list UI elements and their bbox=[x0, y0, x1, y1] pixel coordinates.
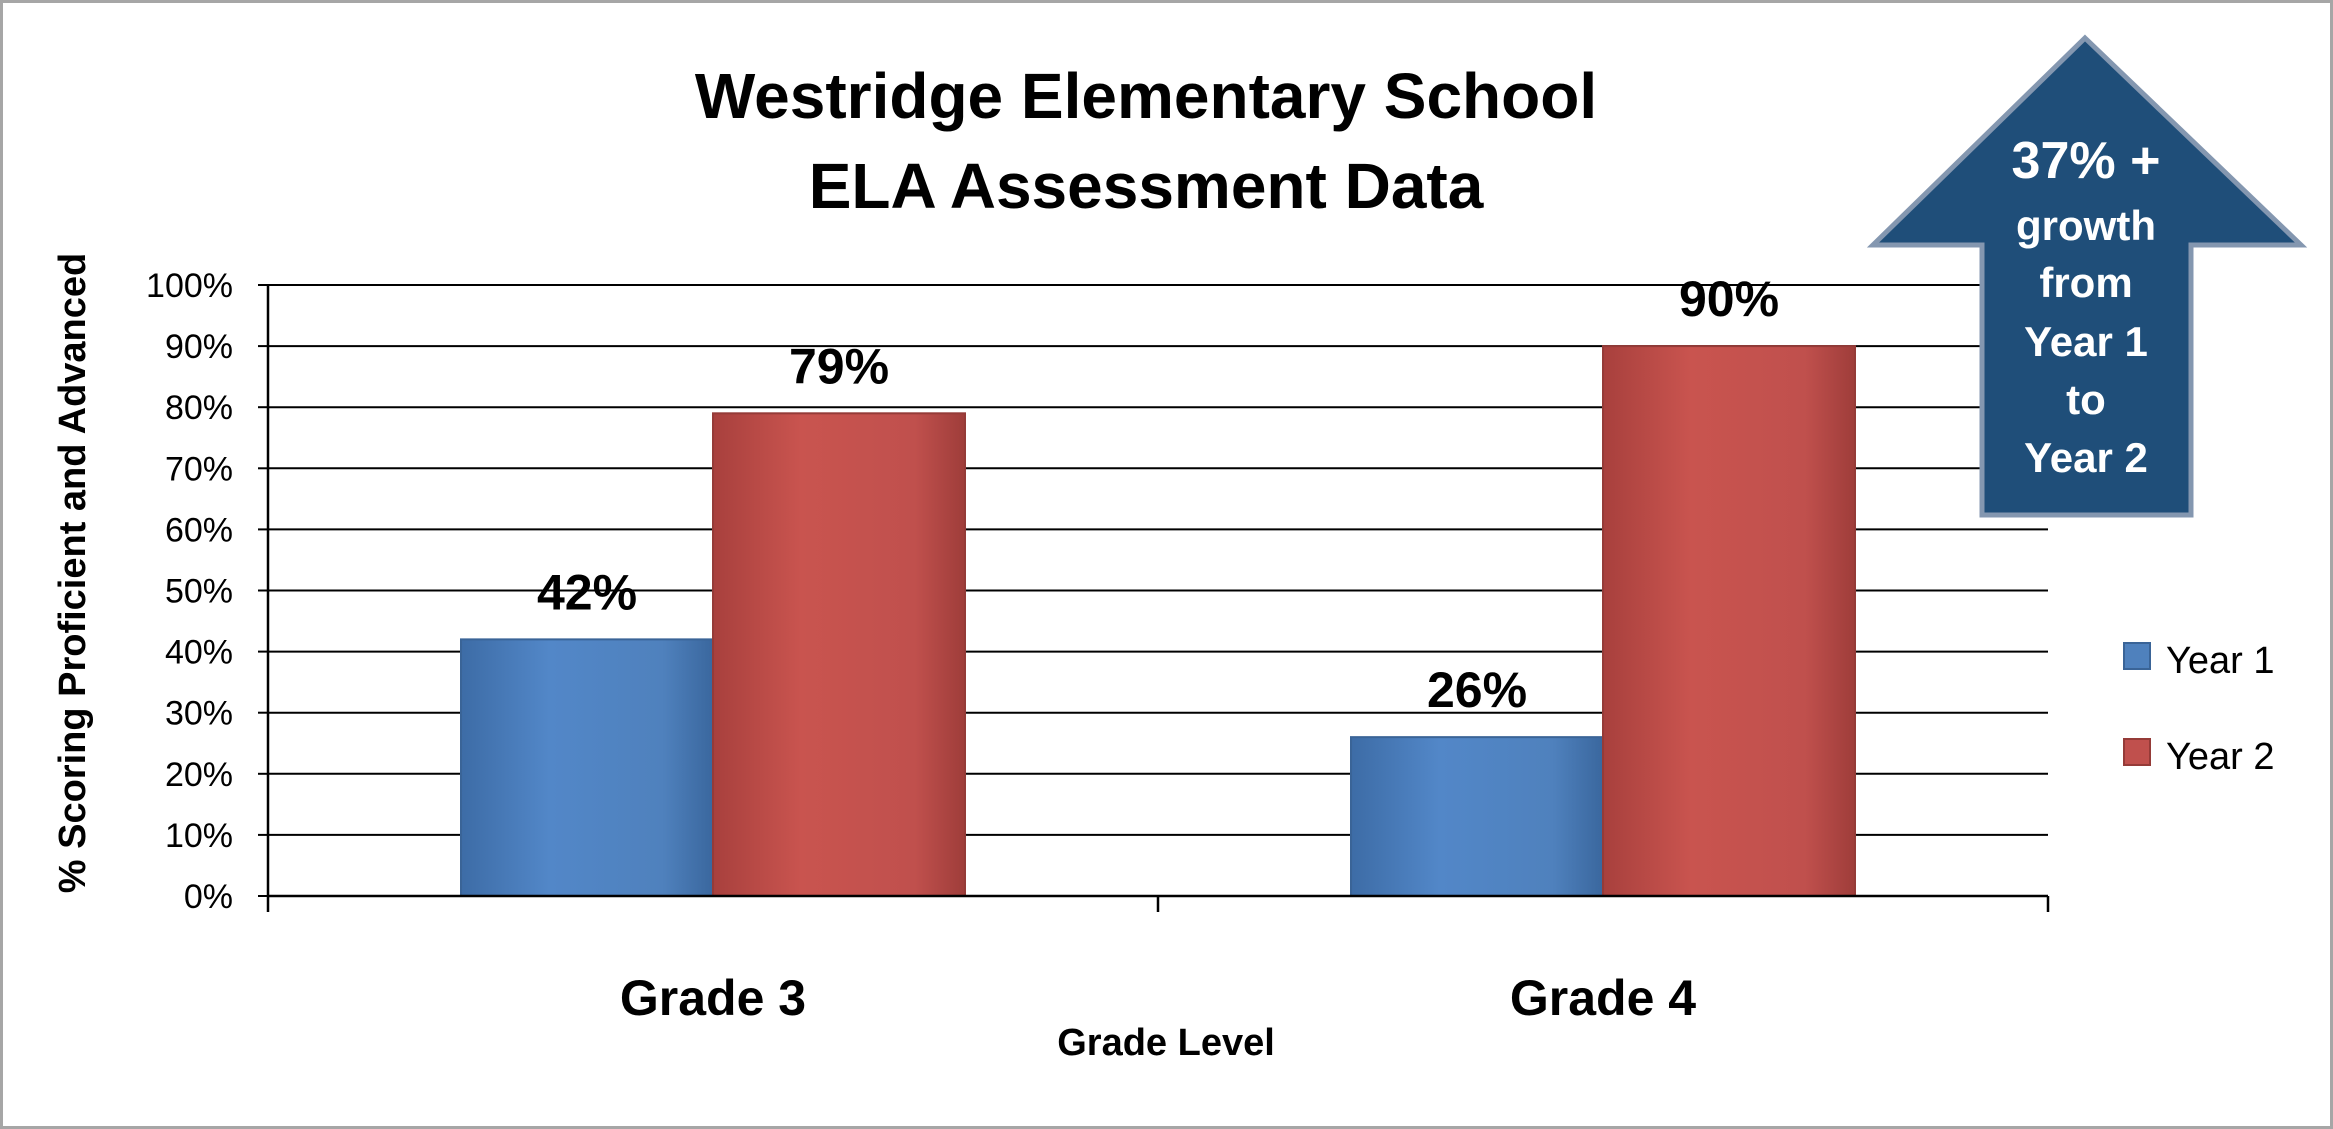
x-category-label: Grade 3 bbox=[620, 970, 806, 1026]
legend-swatch bbox=[2123, 738, 2151, 766]
y-axis-title: % Scoring Proficient and Advanced bbox=[52, 253, 94, 894]
y-tick-label: 80% bbox=[165, 389, 233, 427]
y-tick-label: 10% bbox=[165, 817, 233, 855]
y-tick-label: 70% bbox=[165, 450, 233, 488]
arrow-text-line: Year 1 bbox=[2024, 318, 2148, 365]
x-axis-title: Grade Level bbox=[1057, 1022, 1275, 1064]
chart-title-line-2: ELA Assessment Data bbox=[809, 150, 1484, 222]
data-label: 79% bbox=[789, 338, 889, 394]
y-tick-label: 50% bbox=[165, 573, 233, 611]
chart-title-line-1: Westridge Elementary School bbox=[695, 60, 1597, 132]
y-tick-label: 90% bbox=[165, 328, 233, 366]
y-tick-label: 20% bbox=[165, 756, 233, 794]
arrow-text-line: to bbox=[2066, 376, 2106, 423]
arrow-text-line: 37% + bbox=[2012, 132, 2161, 190]
legend: Year 1 Year 2 bbox=[2123, 640, 2274, 778]
y-tick-label: 30% bbox=[165, 695, 233, 733]
bar-year-1-grade-3 bbox=[460, 638, 714, 897]
y-tick-label: 100% bbox=[146, 267, 233, 305]
legend-label: Year 2 bbox=[2166, 736, 2274, 778]
x-category-label: Grade 4 bbox=[1510, 970, 1696, 1026]
arrow-text-line: Year 2 bbox=[2024, 434, 2148, 481]
legend-label: Year 1 bbox=[2166, 640, 2274, 682]
axes bbox=[266, 285, 2050, 912]
data-labels: 42% 79% 26% 90% bbox=[537, 271, 1779, 718]
x-axis-categories: Grade 3 Grade 4 bbox=[620, 970, 1696, 1026]
data-label: 26% bbox=[1427, 662, 1527, 718]
up-arrow-shape bbox=[1866, 34, 2308, 518]
y-tick-label: 60% bbox=[165, 511, 233, 549]
data-label: 42% bbox=[537, 564, 637, 620]
y-tick-label: 0% bbox=[184, 878, 233, 916]
bar-year-1-grade-4 bbox=[1350, 736, 1604, 898]
legend-swatch bbox=[2123, 642, 2151, 670]
bar-year-2-grade-3 bbox=[712, 412, 966, 897]
data-label: 90% bbox=[1679, 271, 1779, 327]
bar-chart: Westridge Elementary School ELA Assessme… bbox=[52, 34, 2308, 1064]
bars bbox=[460, 345, 1856, 898]
bar-year-2-grade-4 bbox=[1602, 345, 1856, 898]
arrow-text-line: from bbox=[2039, 259, 2132, 306]
y-tick-label: 40% bbox=[165, 634, 233, 672]
growth-arrow-callout: 37% + growth from Year 1 to Year 2 bbox=[1866, 34, 2308, 518]
arrow-text-line: growth bbox=[2016, 202, 2156, 249]
y-axis-ticks: 0% 10% 20% 30% 40% 50% 60% 70% 80% 90% 100% bbox=[146, 267, 268, 916]
